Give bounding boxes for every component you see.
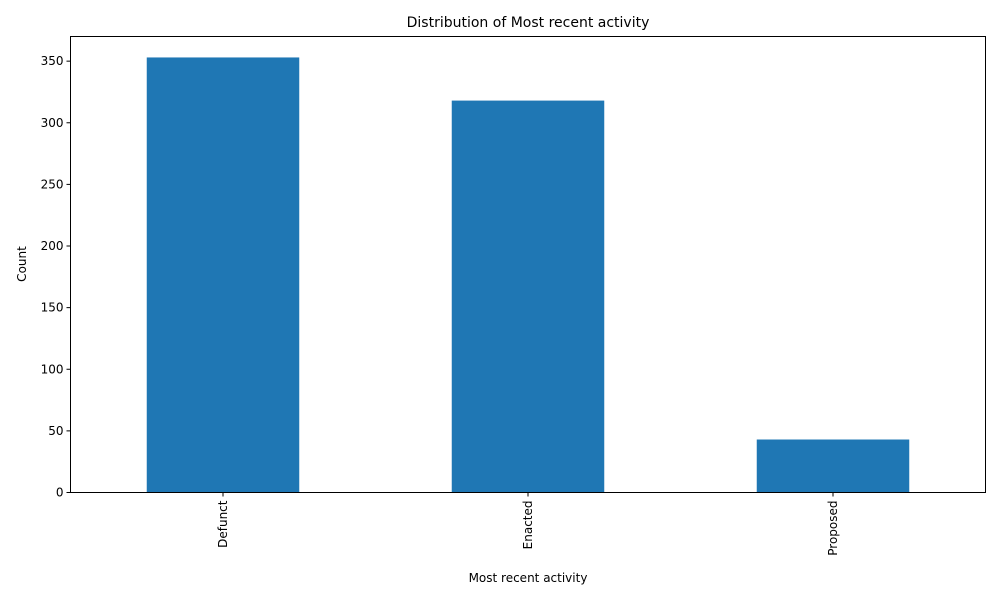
x-axis-ticks: Defunct Enacted Proposed: [216, 492, 840, 556]
y-tick-label: 50: [48, 424, 63, 438]
y-tick-label: 0: [56, 486, 64, 500]
x-tick-label: Enacted: [521, 501, 535, 550]
bar-enacted: [451, 100, 605, 493]
plot-frame: [70, 36, 986, 493]
y-tick-label: 200: [41, 239, 64, 253]
y-tick-label: 300: [41, 116, 64, 130]
y-axis-ticks: 0 50 100 150 200 250 300 350: [41, 54, 71, 500]
chart-title: Distribution of Most recent activity: [407, 15, 650, 31]
y-tick-label: 250: [41, 177, 64, 191]
y-tick-label: 100: [41, 362, 64, 376]
y-tick-label: 150: [41, 301, 64, 315]
x-axis-label: Most recent activity: [469, 571, 588, 585]
x-tick-label: Defunct: [216, 500, 230, 548]
bar-defunct: [146, 57, 300, 493]
bar-proposed: [756, 439, 910, 493]
y-tick-label: 350: [41, 54, 64, 68]
x-tick-label: Proposed: [826, 501, 840, 556]
bars: [146, 57, 910, 493]
y-axis-label: Count: [15, 246, 29, 282]
